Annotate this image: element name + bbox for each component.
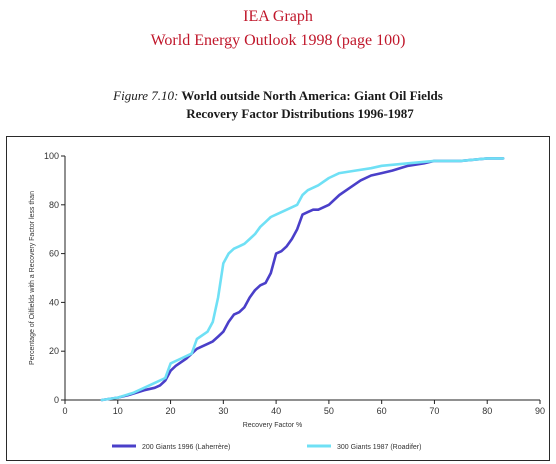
x-tick-label: 10 (113, 406, 123, 416)
y-tick-label: 0 (54, 395, 59, 405)
x-axis-label: Recovery Factor % (243, 422, 303, 429)
header-subtitle: World Energy Outlook 1998 (page 100) (150, 32, 406, 49)
x-tick-label: 0 (62, 406, 67, 416)
y-tick-label: 20 (49, 346, 59, 356)
y-tick-label: 80 (49, 200, 59, 210)
legend-label-1987: 300 Giants 1987 (Roadifer) (337, 444, 421, 451)
x-tick-label: 40 (271, 406, 281, 416)
chart-panel: 0 10 20 30 40 50 60 70 80 90 0 20 40 60 80 100 Recovery … (6, 136, 550, 461)
figure-title-text: World outside North America: Giant Oil F… (181, 88, 443, 103)
figure-title-line1: Figure 7.10: World outside North America… (0, 88, 556, 104)
y-axis-label: Percentage of Oilfields with a Recovery … (29, 191, 36, 365)
header-title: IEA Graph (243, 8, 313, 25)
x-tick-label: 80 (482, 406, 492, 416)
x-tick-label: 70 (429, 406, 439, 416)
x-tick-label: 90 (535, 406, 545, 416)
chart-svg: 0 10 20 30 40 50 60 70 80 90 0 20 40 60 80 100 Recovery … (29, 151, 545, 451)
x-tick-label: 50 (324, 406, 334, 416)
figure-number: Figure 7.10: (113, 88, 179, 103)
x-tick-label: 20 (166, 406, 176, 416)
legend-label-1996: 200 Giants 1996 (Laherrère) (142, 444, 230, 451)
x-tick-label: 30 (218, 406, 228, 416)
y-tick-label: 100 (44, 151, 59, 161)
series-line-1996 (100, 157, 505, 402)
series-line-1987 (100, 157, 505, 402)
y-tick-label: 60 (49, 249, 59, 259)
x-tick-label: 60 (377, 406, 387, 416)
y-tick-label: 40 (49, 297, 59, 307)
figure-title-line2: Recovery Factor Distributions 1996-1987 (186, 106, 414, 121)
